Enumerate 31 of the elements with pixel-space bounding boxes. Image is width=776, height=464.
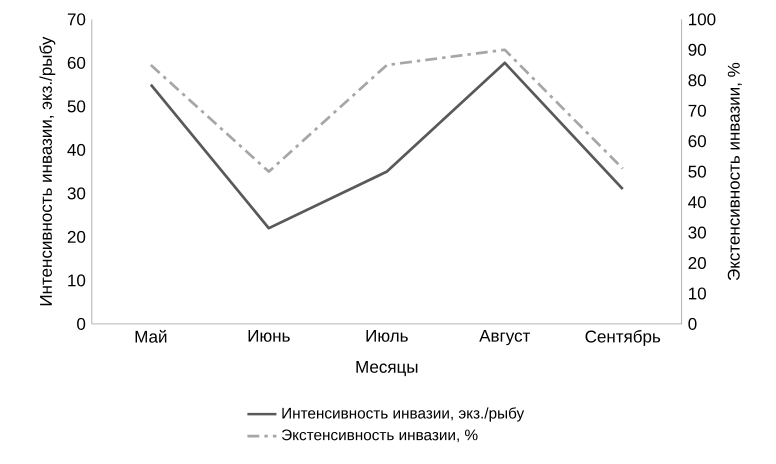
y2-tick-label: 100: [689, 13, 716, 26]
legend-label: Экстенсивность инвазии, %: [282, 429, 478, 442]
y-tick-label: 60: [68, 56, 86, 69]
x-tick-label: Август: [479, 330, 530, 346]
y2-axis-title: Экстенсивность инвазии, %: [728, 62, 742, 280]
y2-tick-label: 60: [688, 135, 706, 148]
line-series: [149, 48, 624, 173]
y2-tick-label: 10: [689, 287, 706, 300]
y2-tick-label: 70: [688, 104, 706, 117]
x-tick-label: Июль: [366, 330, 408, 342]
y-axis-title: Интенсивность инвазии, экз./рыбу: [39, 36, 56, 306]
y-tick-label: 40: [67, 144, 86, 156]
y-tick-label: 10: [68, 274, 86, 286]
y-tick-label: 50: [68, 100, 86, 112]
y2-tick-label: 50: [688, 166, 706, 178]
y2-tick-label: 20: [688, 256, 706, 269]
y2-tick-label: 90: [688, 44, 706, 56]
x-tick-label: Июнь: [248, 330, 290, 342]
y2-tick-label: 0: [688, 318, 697, 330]
y-tick-label: 0: [77, 318, 86, 330]
x-tick-label: Сентябрь: [586, 330, 660, 346]
y-tick-label: 30: [68, 187, 86, 200]
y2-tick-label: 40: [688, 196, 706, 208]
y2-tick-label: 80: [688, 74, 706, 86]
y-tick-label: 70: [68, 13, 86, 26]
x-tick-label: Май: [136, 330, 166, 343]
y-tick-label: 20: [68, 230, 86, 243]
y2-tick-label: 30: [688, 226, 706, 238]
legend-label: Интенсивность инвазии, экз./рыбу: [282, 407, 524, 422]
x-axis-title: Месяцы: [356, 360, 418, 376]
line-series: [149, 61, 624, 230]
